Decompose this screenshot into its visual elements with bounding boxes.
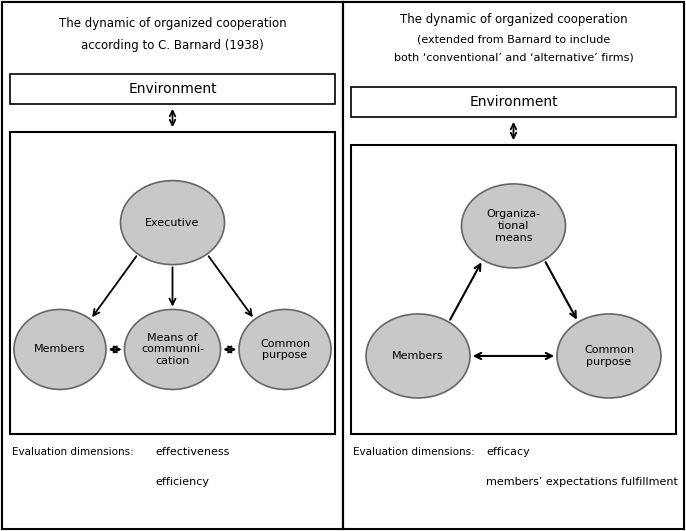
Text: Members: Members — [392, 351, 444, 361]
Text: (extended from Barnard to include: (extended from Barnard to include — [417, 35, 610, 45]
Ellipse shape — [239, 310, 331, 389]
Text: Organiza-
tional
means: Organiza- tional means — [486, 209, 541, 243]
Text: Executive: Executive — [145, 218, 200, 228]
Bar — [343, 2, 684, 529]
Text: Evaluation dimensions:: Evaluation dimensions: — [353, 447, 475, 457]
Text: Common
purpose: Common purpose — [584, 345, 634, 367]
Text: efficiency: efficiency — [156, 477, 209, 487]
Ellipse shape — [14, 310, 106, 389]
Bar — [2, 2, 343, 529]
Text: Common
purpose: Common purpose — [260, 339, 310, 360]
Text: effectiveness: effectiveness — [156, 447, 230, 457]
Text: Means of
communni-
cation: Means of communni- cation — [141, 333, 204, 366]
Text: Evaluation dimensions:: Evaluation dimensions: — [12, 447, 134, 457]
Text: efficacy: efficacy — [486, 447, 530, 457]
Text: Environment: Environment — [128, 82, 217, 96]
Text: members’ expectations fulfillment: members’ expectations fulfillment — [486, 477, 678, 487]
Ellipse shape — [124, 310, 220, 389]
Text: Members: Members — [34, 345, 86, 354]
Text: The dynamic of organized cooperation: The dynamic of organized cooperation — [59, 18, 286, 30]
Ellipse shape — [462, 184, 565, 268]
Bar — [351, 145, 676, 434]
Ellipse shape — [121, 181, 224, 264]
Text: The dynamic of organized cooperation: The dynamic of organized cooperation — [400, 13, 627, 27]
Text: according to C. Barnard (1938): according to C. Barnard (1938) — [81, 39, 264, 53]
Text: Environment: Environment — [469, 95, 558, 109]
Ellipse shape — [366, 314, 470, 398]
Ellipse shape — [557, 314, 661, 398]
Bar — [10, 74, 335, 104]
Bar — [351, 87, 676, 117]
Bar — [10, 132, 335, 434]
Text: both ‘conventional’ and ‘alternative’ firms): both ‘conventional’ and ‘alternative’ fi… — [394, 53, 633, 63]
